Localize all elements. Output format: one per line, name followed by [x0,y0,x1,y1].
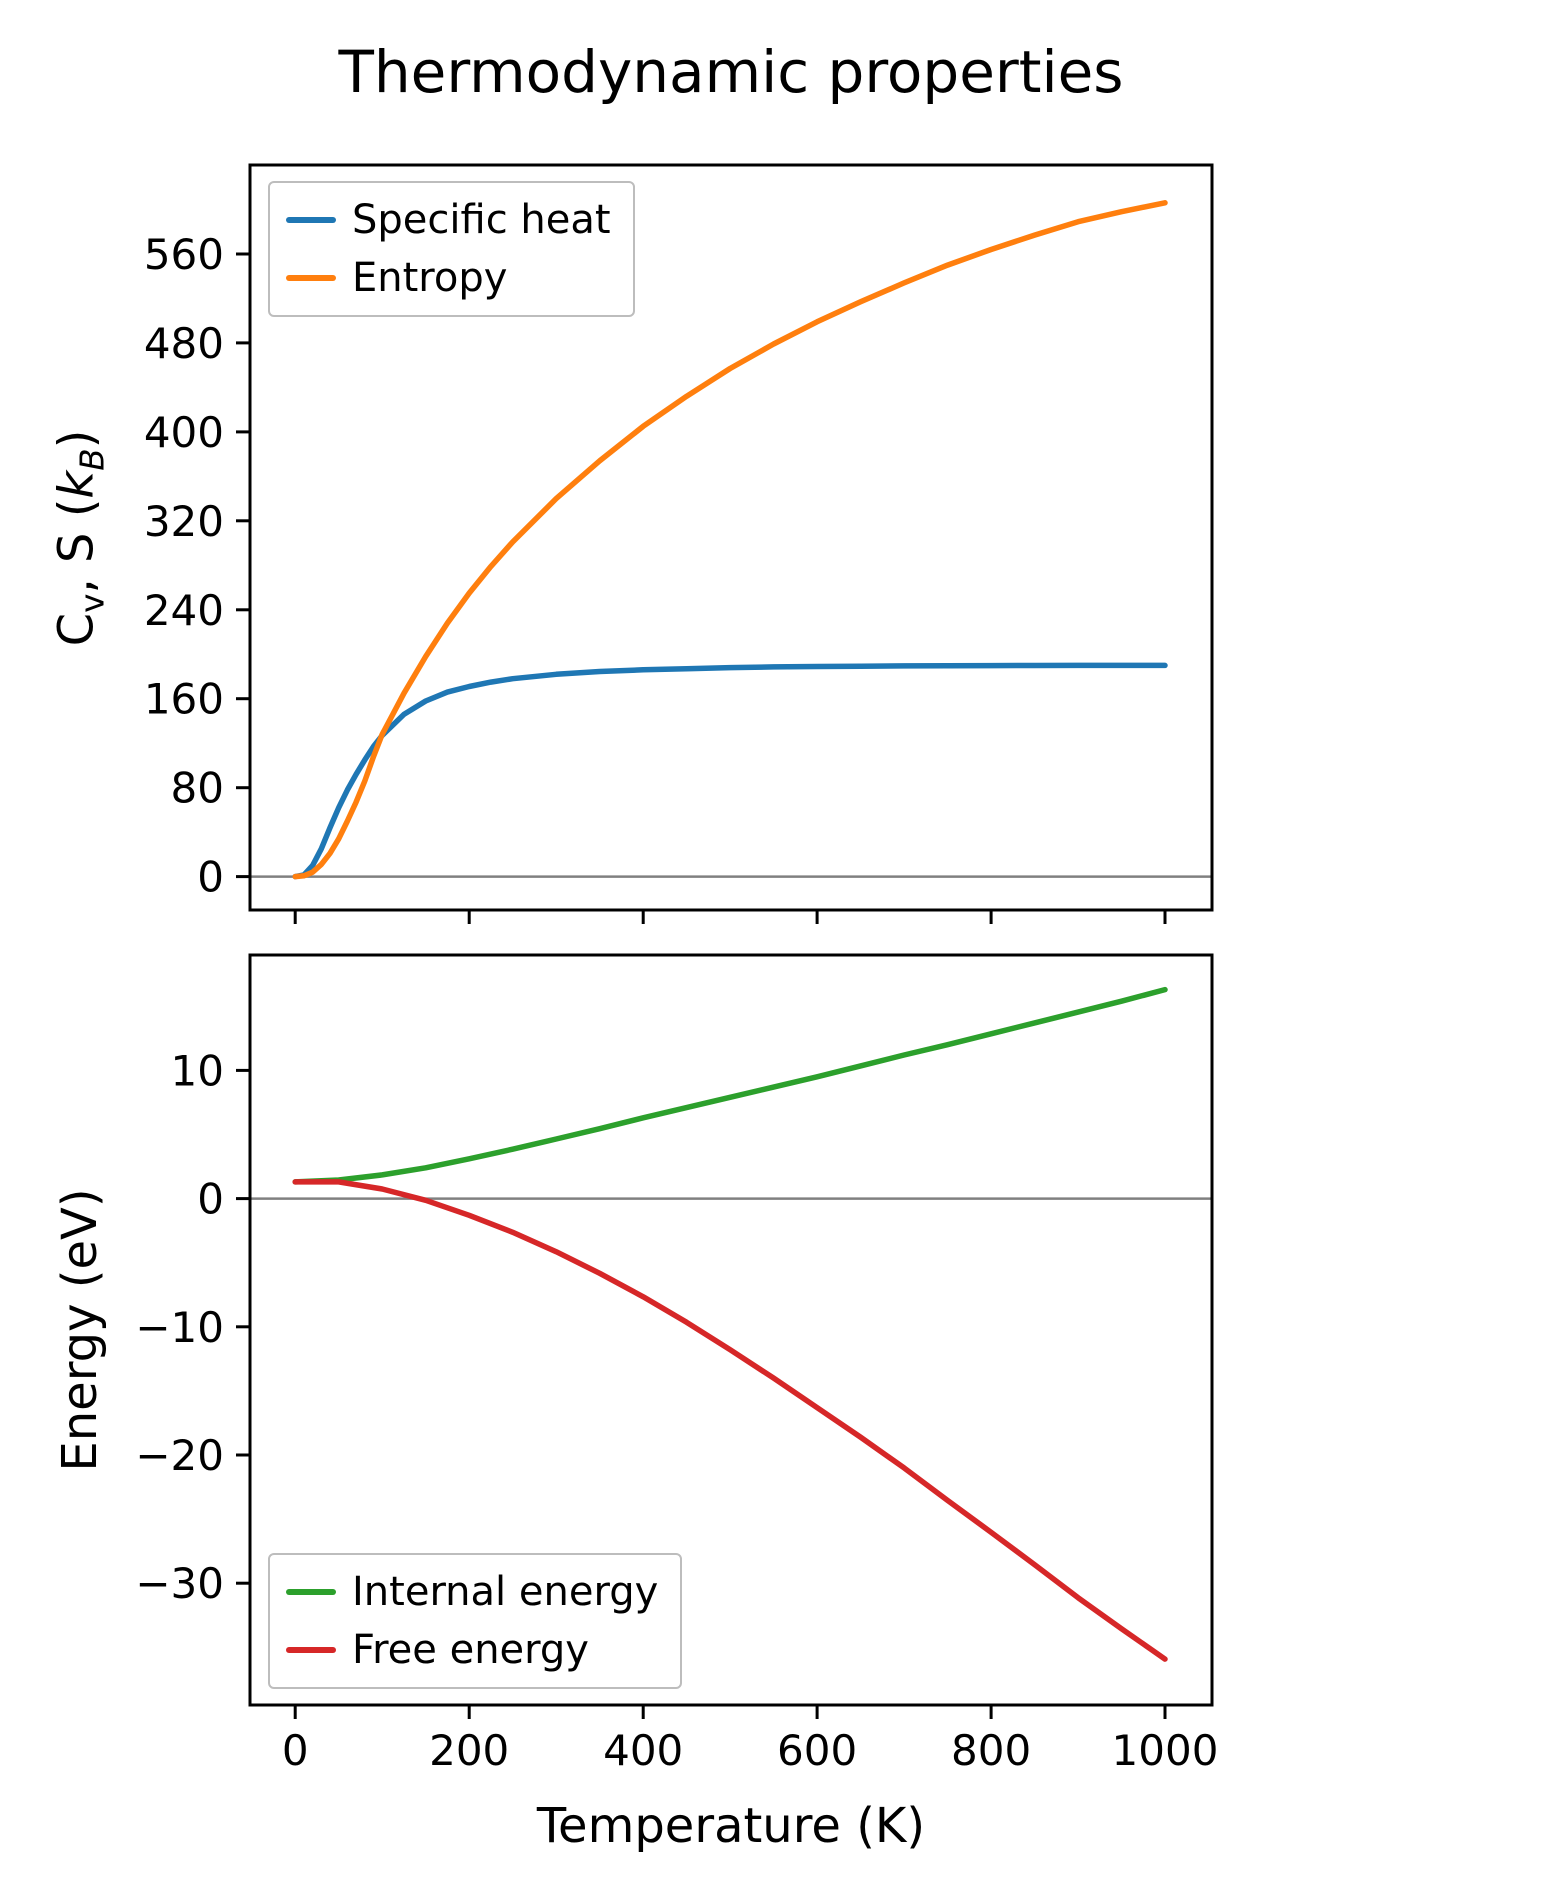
x-tick-label: 800 [951,1726,1031,1775]
curve-specific-heat [292,662,1168,880]
curve-internal-energy [292,986,1168,1185]
y-tick-label: 560 [144,230,224,279]
legend-line-sample [286,275,336,281]
axes-frame [248,953,1214,1707]
x-tick-label: 200 [429,1726,509,1775]
curve-free-energy [292,1179,1168,1662]
x-tick-label: 1000 [1112,1726,1219,1775]
y-tick-label: 0 [197,853,224,902]
legend-entry-specific-heat: Specific heat [286,195,611,245]
legend-entry-free-energy: Free energy [286,1625,658,1675]
legend-label: Entropy [352,255,508,301]
y-tick-label: 0 [197,1175,224,1224]
y-tick-label: −10 [135,1303,224,1352]
legend: Specific heat Entropy [268,181,635,317]
x-axis-label: Temperature (K) [536,1798,926,1854]
legend-line-sample [286,217,336,223]
legend-line-sample [286,1647,336,1653]
figure-title: Thermodynamic properties [338,38,1124,106]
axes-frame [248,163,1214,912]
y-tick-label: 10 [171,1046,224,1095]
legend-label: Internal energy [352,1569,659,1615]
y-tick-label: 320 [144,497,224,546]
x-tick-label: 0 [282,1726,309,1775]
curve-entropy [292,200,1168,880]
y-tick-label: 240 [144,586,224,635]
y-tick-label: −20 [135,1431,224,1480]
x-tick-label: 400 [603,1726,683,1775]
legend-label: Free energy [352,1627,589,1673]
y-tick-label: −30 [135,1559,224,1608]
legend-entry-entropy: Entropy [286,253,611,303]
y-tick-label: 80 [171,764,224,813]
legend: Internal energy Free energy [268,1553,683,1689]
y-tick-label: 160 [144,675,224,724]
legend-line-sample [286,1589,336,1595]
legend-entry-internal-energy: Internal energy [286,1567,658,1617]
y-tick-label: 480 [144,319,224,368]
legend-label: Specific heat [352,197,611,243]
x-tick-label: 600 [777,1726,857,1775]
y-tick-label: 400 [144,408,224,457]
